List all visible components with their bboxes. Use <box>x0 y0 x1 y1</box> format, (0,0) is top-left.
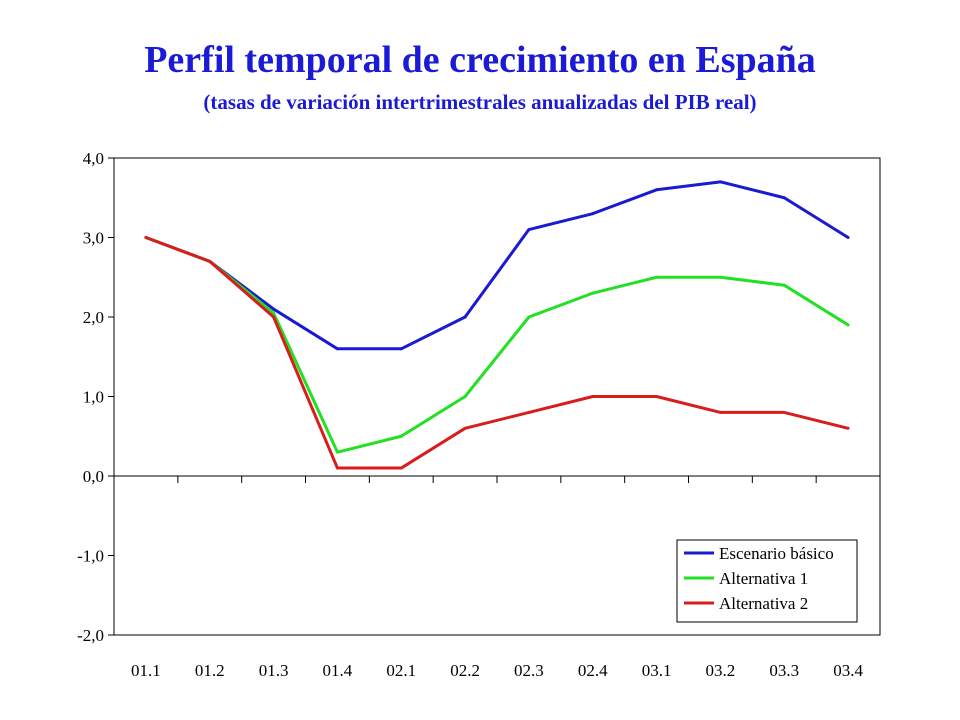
x-tick-label: 03.4 <box>833 661 863 680</box>
data-point <box>463 426 467 430</box>
data-point <box>272 307 276 311</box>
data-point <box>463 315 467 319</box>
data-point <box>718 410 722 414</box>
data-point <box>846 323 850 327</box>
y-tick-label: 4,0 <box>83 149 104 168</box>
data-point <box>399 434 403 438</box>
data-point <box>655 395 659 398</box>
x-tick-label: 02.1 <box>386 661 416 680</box>
series-line-1 <box>145 180 849 351</box>
data-point <box>527 315 531 319</box>
data-point <box>208 259 212 263</box>
x-tick-label: 03.2 <box>706 661 736 680</box>
data-point <box>846 426 850 430</box>
series-line-3 <box>145 236 849 470</box>
data-point <box>272 311 276 315</box>
data-point <box>655 275 659 279</box>
data-point <box>655 188 659 192</box>
x-tick-label: 02.3 <box>514 661 544 680</box>
y-tick-label: 2,0 <box>83 308 104 327</box>
data-point <box>846 236 850 239</box>
data-point <box>399 466 403 470</box>
x-tick-label: 02.4 <box>578 661 608 680</box>
data-point <box>591 291 595 295</box>
x-tick-label: 01.4 <box>323 661 353 680</box>
chart-subtitle: (tasas de variación intertrimestrales an… <box>203 90 757 114</box>
x-tick-label: 03.1 <box>642 661 672 680</box>
legend-label: Escenario básico <box>719 544 834 563</box>
chart-title: Perfil temporal de crecimiento en España <box>144 39 816 81</box>
data-point <box>782 196 786 200</box>
y-tick-label: -1,0 <box>77 547 104 566</box>
data-point <box>335 347 339 351</box>
data-point <box>527 228 531 232</box>
x-tick-label: 02.2 <box>450 661 480 680</box>
data-point <box>782 410 786 414</box>
x-tick-label: 01.1 <box>131 661 161 680</box>
data-point <box>399 347 403 351</box>
y-tick-label: -2,0 <box>77 626 104 645</box>
y-tick-label: 0,0 <box>83 467 104 486</box>
data-point <box>272 315 276 319</box>
series-line-2 <box>145 236 849 454</box>
y-tick-label: 1,0 <box>83 388 104 407</box>
y-tick-label: 3,0 <box>83 229 104 248</box>
data-point <box>718 275 722 279</box>
data-point <box>463 395 467 398</box>
x-tick-label: 03.3 <box>769 661 799 680</box>
x-tick-label: 01.2 <box>195 661 225 680</box>
data-point <box>335 466 339 470</box>
data-point <box>591 212 595 216</box>
legend-box <box>676 539 858 623</box>
legend-label: Alternativa 2 <box>719 594 808 613</box>
data-point <box>718 180 722 184</box>
data-point <box>591 395 595 398</box>
data-point <box>144 236 148 239</box>
data-point <box>335 450 339 454</box>
data-point <box>782 283 786 287</box>
data-point <box>527 410 531 414</box>
x-tick-label: 01.3 <box>259 661 289 680</box>
legend-label: Alternativa 1 <box>719 569 808 588</box>
